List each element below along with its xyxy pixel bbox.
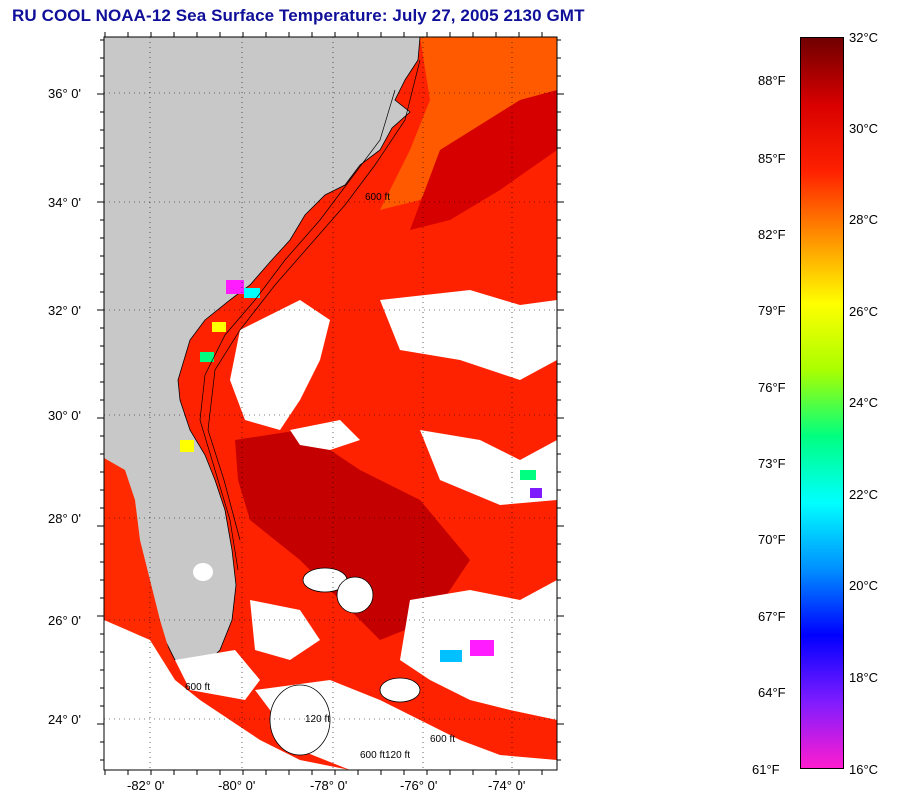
lat-label: 36° 0' <box>48 86 81 101</box>
lon-label: -74° 0' <box>488 778 526 793</box>
contour-label: 600 ft <box>365 192 390 203</box>
lat-label: 28° 0' <box>48 511 81 526</box>
lon-label: -82° 0' <box>127 778 165 793</box>
lake-okeechobee <box>193 563 213 581</box>
lat-label: 32° 0' <box>48 303 81 318</box>
contour-label: 600 ft <box>185 682 210 693</box>
map-title: RU COOL NOAA-12 Sea Surface Temperature:… <box>12 6 585 25</box>
fahrenheit-label: 61°F <box>752 762 780 777</box>
fahrenheit-label: 64°F <box>758 685 786 700</box>
bahamas <box>269 567 421 756</box>
celsius-label: 30°C <box>849 121 879 136</box>
temperature-colorbar <box>800 37 844 769</box>
depth-contours <box>199 59 421 571</box>
cool-water-patches <box>180 280 542 662</box>
celsius-label: 20°C <box>849 578 879 593</box>
lat-label: 24° 0' <box>48 712 81 727</box>
map-frame <box>103 36 558 771</box>
lat-label: 34° 0' <box>48 195 81 210</box>
celsius-label: 16°C <box>849 762 879 777</box>
fahrenheit-label: 67°F <box>758 609 786 624</box>
fahrenheit-label: 79°F <box>758 303 786 318</box>
contour-label: 120 ft <box>385 750 410 761</box>
gulf-stream-north <box>410 90 557 230</box>
contour-label: 600 ft <box>360 750 385 761</box>
celsius-label: 28°C <box>849 212 879 227</box>
fahrenheit-label: 88°F <box>758 73 786 88</box>
lat-label: 26° 0' <box>48 613 81 628</box>
fahrenheit-label: 85°F <box>758 151 786 166</box>
lat-label: 30° 0' <box>48 408 81 423</box>
celsius-label: 24°C <box>849 395 879 410</box>
celsius-label: 32°C <box>849 30 879 45</box>
contour-label: 120 ft <box>305 714 330 725</box>
fahrenheit-label: 70°F <box>758 532 786 547</box>
celsius-label: 26°C <box>849 304 879 319</box>
gulf-stream-core <box>235 430 470 640</box>
celsius-label: 22°C <box>849 487 879 502</box>
contour-label: 600 ft <box>430 734 455 745</box>
lon-label: -78° 0' <box>310 778 348 793</box>
celsius-label: 18°C <box>849 670 879 685</box>
graticule <box>97 32 564 775</box>
ocean-warm-zone <box>380 37 557 210</box>
fahrenheit-label: 76°F <box>758 380 786 395</box>
fahrenheit-label: 82°F <box>758 227 786 242</box>
fahrenheit-label: 73°F <box>758 456 786 471</box>
lon-label: -80° 0' <box>218 778 256 793</box>
lon-label: -76° 0' <box>400 778 438 793</box>
